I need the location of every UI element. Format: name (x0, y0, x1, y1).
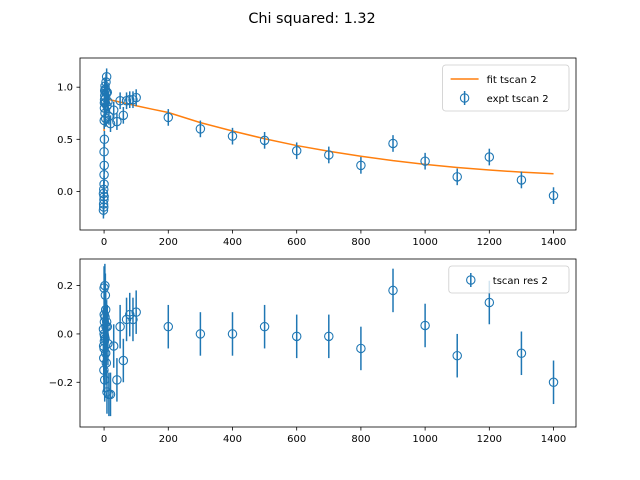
x-tick-label: 200 (159, 237, 178, 248)
data-point (324, 150, 334, 160)
x-tick-label: 800 (351, 434, 370, 445)
data-point (484, 152, 495, 162)
data-point (291, 331, 302, 342)
x-tick-label: 1000 (412, 237, 437, 248)
data-point (420, 156, 430, 166)
x-tick-label: 1000 (412, 434, 437, 445)
legend-label: fit tscan 2 (487, 75, 537, 86)
data-point (259, 321, 270, 332)
data-point (259, 135, 270, 146)
x-tick-label: 600 (287, 434, 306, 445)
axes-frame (79, 258, 577, 428)
x-tick-label: 1400 (541, 434, 566, 445)
data-point (452, 350, 462, 361)
data-point (356, 343, 366, 354)
data-point (112, 116, 122, 127)
x-tick-label: 400 (223, 434, 242, 445)
data-point (103, 338, 113, 349)
x-tick-label: 1200 (477, 237, 502, 248)
legend-box (442, 64, 570, 112)
x-tick-label: 400 (223, 237, 242, 248)
x-tick-label: 1400 (541, 237, 566, 248)
data-point (516, 348, 527, 359)
data-point (195, 124, 206, 134)
data-point (324, 331, 334, 342)
legend: fit tscan 2 expt tscan 2 (442, 64, 570, 112)
data-point (388, 285, 398, 296)
data-point (99, 160, 109, 171)
data-point (484, 297, 495, 308)
data-point (548, 377, 559, 388)
y-tick-label: −0.2 (49, 378, 73, 389)
data-point (115, 95, 125, 106)
data-point (105, 118, 116, 129)
axes-frame (79, 57, 577, 231)
legend-label: tscan res 2 (493, 276, 548, 287)
x-tick-label: 0 (101, 434, 107, 445)
x-tick-label: 200 (159, 434, 178, 445)
data-point (99, 184, 109, 195)
legend: tscan res 2 (448, 265, 570, 294)
plot-area (98, 263, 559, 417)
legend-label: expt tscan 2 (487, 94, 549, 105)
data-point (356, 160, 366, 171)
legend-marker-swatch (459, 93, 470, 103)
x-tick-label: 1200 (477, 434, 502, 445)
data-point (131, 307, 141, 317)
y-tick-label: 1.0 (57, 83, 73, 94)
data-point (101, 358, 112, 368)
data-point (388, 138, 398, 149)
data-point (105, 389, 116, 400)
data-point (108, 105, 119, 115)
data-point (112, 375, 122, 385)
y-tick-label: 0.2 (57, 281, 73, 292)
data-point (291, 146, 302, 156)
x-tick-label: 0 (101, 237, 107, 248)
data-point (98, 205, 109, 215)
x-tick-label: 600 (287, 237, 306, 248)
data-point (548, 190, 559, 201)
data-point (100, 98, 111, 108)
legend-box (448, 265, 570, 294)
data-point (99, 134, 110, 145)
y-tick-label: 0.0 (57, 329, 73, 340)
data-point (118, 355, 129, 366)
data-point (115, 321, 125, 332)
y-tick-label: 0.0 (57, 187, 73, 198)
plot-area (98, 68, 559, 219)
data-point (420, 320, 430, 331)
data-point (125, 94, 135, 105)
legend-marker-swatch (466, 275, 476, 285)
data-point (163, 112, 174, 123)
data-point (452, 172, 462, 182)
data-point (118, 110, 129, 121)
data-point (108, 341, 119, 351)
x-tick-label: 800 (351, 237, 370, 248)
data-point (227, 131, 238, 141)
bottom-panel: 0 200 400 600 800 1000 1200 1400 −0.2 0.0 0.2 tscan… (49, 258, 577, 445)
top-panel: 0 200 400 600 800 1000 1200 1400 0.0 0.5 1.0 fit ts… (57, 57, 577, 248)
data-point (516, 175, 527, 185)
data-point (131, 92, 141, 103)
data-point (227, 329, 238, 339)
figure-suptitle: Chi squared: 1.32 (248, 11, 375, 27)
data-point (121, 314, 132, 325)
data-point (125, 309, 135, 320)
data-point (101, 72, 112, 82)
data-point (195, 329, 206, 339)
data-point (163, 321, 174, 332)
y-tick-label: 0.5 (57, 135, 73, 146)
